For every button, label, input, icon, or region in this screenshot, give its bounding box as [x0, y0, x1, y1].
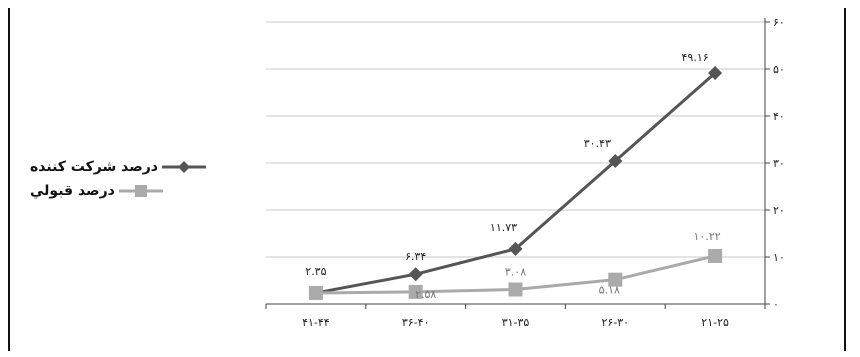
- data-point: [508, 241, 523, 256]
- data-point: [708, 248, 723, 263]
- x-tick-label: ۲۱-۲۵: [701, 316, 729, 329]
- data-label: ۲.۳۵: [305, 265, 326, 278]
- y-tick-label: ۲۰: [773, 204, 785, 217]
- y-tick-label: ۵۰: [773, 63, 785, 76]
- series-line: [315, 71, 717, 295]
- y-tick-label: ۳۰: [773, 157, 785, 170]
- data-label: ۳.۰۸: [505, 266, 526, 279]
- x-tick-label: ۳۶-۴۰: [402, 316, 430, 329]
- data-label: ۱۰.۲۲: [694, 230, 721, 243]
- legend-swatch-participants: [161, 161, 206, 173]
- legend-item-participants: درصد شرکت کننده: [30, 155, 206, 179]
- data-label: ۶.۳۴: [405, 250, 426, 263]
- data-label: ۱۱.۷۳: [490, 221, 517, 234]
- legend: درصد شرکت کننده درصد قبولي: [30, 155, 206, 203]
- y-tick-label: ۴۰: [773, 110, 785, 123]
- data-label: ۴۹.۱۶: [682, 51, 709, 64]
- x-tick-label: ۳۱-۳۵: [502, 316, 530, 329]
- data-point: [608, 153, 623, 168]
- data-point: [608, 272, 623, 287]
- data-point: [408, 284, 423, 299]
- legend-item-accepted: درصد قبولي: [30, 179, 206, 203]
- data-point: [708, 65, 723, 80]
- data-point: [508, 282, 523, 297]
- data-label: ۵.۱۸: [599, 284, 620, 297]
- x-tick-label: ۴۱-۴۴: [302, 316, 330, 329]
- y-tick-label: ۱۰: [773, 251, 785, 264]
- data-point: [308, 285, 323, 300]
- legend-label-participants: درصد شرکت کننده: [30, 159, 158, 175]
- x-tick-label: ۲۶-۳۰: [601, 316, 629, 329]
- y-tick-label: ۰: [773, 298, 779, 311]
- chart-frame: [8, 8, 846, 351]
- legend-label-accepted: درصد قبولي: [30, 183, 115, 199]
- y-tick-label: ۶۰: [773, 16, 785, 29]
- data-label: ۲.۵۸: [415, 288, 436, 301]
- data-point: [408, 267, 423, 282]
- legend-swatch-accepted: [118, 185, 163, 197]
- data-label: ۳۰.۴۳: [584, 137, 611, 150]
